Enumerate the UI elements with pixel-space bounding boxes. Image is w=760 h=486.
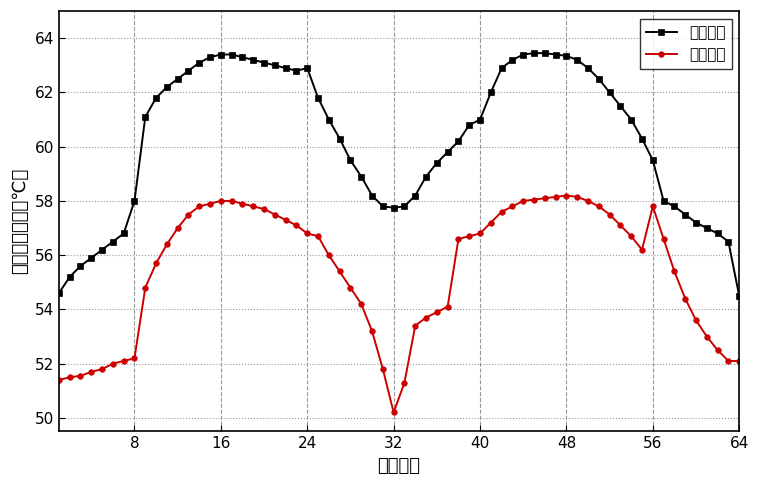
Line: 风冷散热: 风冷散热 [56,193,742,415]
自然对流 [389,205,398,210]
Line: 自然对流: 自然对流 [56,51,742,299]
风冷散热 [400,380,409,385]
自然对流 [735,293,744,299]
风冷散热 [443,304,452,310]
风冷散热 [735,358,744,364]
风冷散热 [55,377,64,383]
自然对流 [55,290,64,296]
风冷散热 [497,209,506,215]
风冷散热 [508,204,517,209]
风冷散热 [562,192,571,198]
自然对流 [497,65,506,71]
自然对流 [141,114,150,120]
Y-axis label: 电芯最高温度（℃）: 电芯最高温度（℃） [11,168,29,275]
Legend: 自然对流, 风冷散热: 自然对流, 风冷散热 [640,19,732,69]
自然对流 [432,160,442,166]
X-axis label: 电芯编号: 电芯编号 [378,457,420,475]
风冷散热 [389,410,398,416]
风冷散热 [141,285,150,291]
风冷散热 [335,269,344,275]
自然对流 [486,89,496,95]
自然对流 [530,50,539,56]
自然对流 [335,136,344,141]
